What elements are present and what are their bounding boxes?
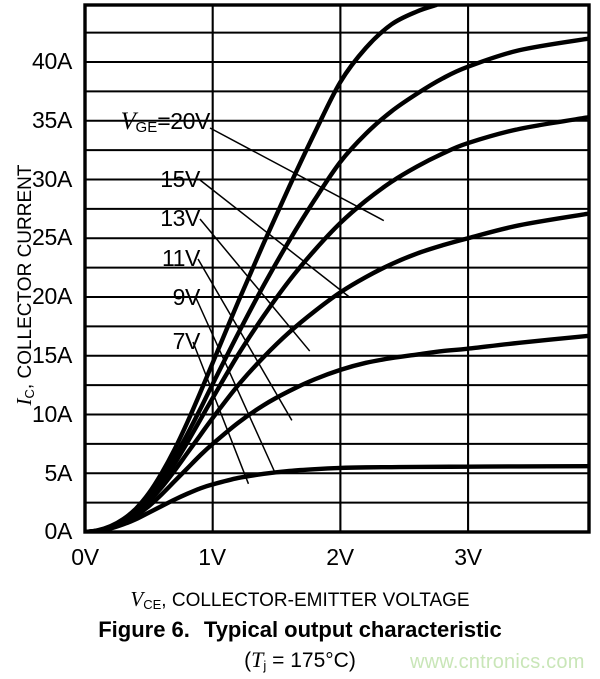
annotation-leader-lines [192,127,385,485]
ytick-label-10a: 10A [31,401,72,427]
ytick-label-25a: 25A [31,224,72,250]
curve-label-9v: 9V [172,284,201,310]
gridlines [85,5,589,534]
curve-label-13v: 13V [160,205,200,231]
xtick-label-2v: 2V [326,544,354,570]
xtick-label-0v: 0V [71,544,99,570]
leader-line-15v [199,179,350,298]
vge-subscript: GE [135,119,158,136]
ytick-label-40a: 40A [31,48,72,74]
curve-label-20v-value: 20V [170,108,210,134]
leader-line-7v [192,341,250,485]
curve-7v [85,464,589,532]
vce-symbol: V [130,587,144,611]
ic-symbol: I [12,398,36,406]
x-axis-title-text: , COLLECTOR-EMITTER VOLTAGE [161,590,470,611]
data-curves [85,5,589,532]
y-axis-title: IC, COLLECTOR CURRENT [12,125,40,445]
xtick-label-3v: 3V [454,544,482,570]
watermark: www.cntronics.com [410,651,585,673]
curve-label-7v: 7V [172,328,201,354]
ytick-label-20a: 20A [31,283,72,309]
subcaption-open-paren: ( [244,649,252,672]
tj-subscript: j [263,658,267,673]
vge-symbol: V [120,108,136,135]
ic-subscript: C [22,389,37,399]
vce-subscript: CE [143,597,162,612]
figure-subcaption: (Tj = 175°C) [0,648,600,678]
ytick-label-30a: 30A [31,166,72,192]
ytick-label-5a: 5A [44,460,72,486]
curve-label-15v: 15V [160,166,200,192]
ytick-label-15a: 15A [31,342,72,368]
ytick-label-0a: 0A [44,518,72,544]
figure-title: Typical output characteristic [203,617,502,642]
vge-equals: = [157,108,171,134]
plot-frame [83,3,591,534]
plot-border [83,3,591,534]
curve-9v [85,333,589,532]
tj-symbol: T [251,647,264,672]
figure-number: Figure 6. [98,617,190,642]
ytick-label-35a: 35A [31,107,72,133]
xtick-label-1v: 1V [198,544,226,570]
figure-caption: Figure 6. Typical output characteristic [0,617,600,643]
y-axis-title-text: , COLLECTOR CURRENT [15,164,36,390]
subcaption-value: = 175°C) [266,649,356,672]
x-axis-title: VCE, COLLECTOR-EMITTER VOLTAGE [0,589,600,615]
curve-label-20v: VGE=20V [60,108,211,139]
curve-label-11v: 11V [161,245,200,271]
leader-line-11v [197,258,293,421]
